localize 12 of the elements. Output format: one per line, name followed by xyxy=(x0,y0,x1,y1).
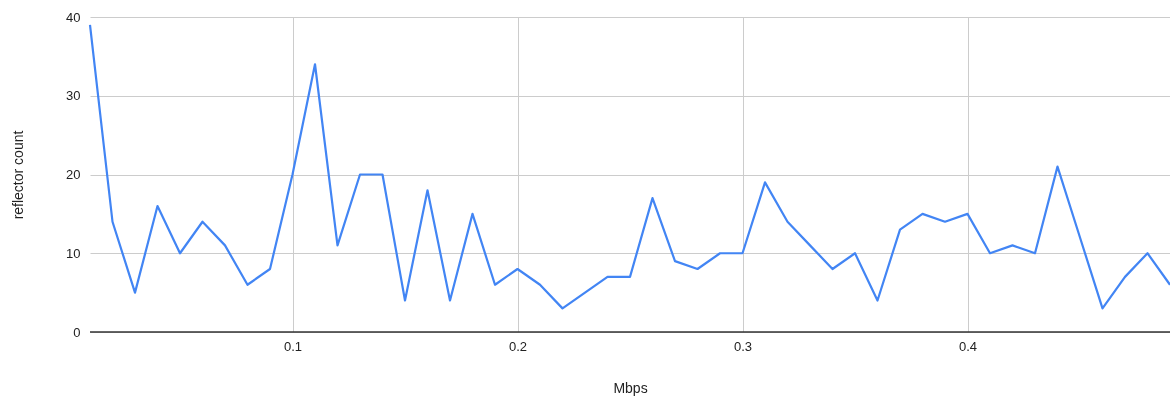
y-tick-label: 0 xyxy=(73,324,81,340)
y-tick-label: 30 xyxy=(66,88,81,104)
x-tick-label: 0.2 xyxy=(508,338,528,354)
x-tick-label: 0.4 xyxy=(958,338,978,354)
y-tick-label: 40 xyxy=(66,9,81,25)
x-tick-label: 0.1 xyxy=(283,338,303,354)
y-tick-label: 20 xyxy=(66,167,81,182)
x-tick-label: 0.3 xyxy=(733,338,753,354)
x-axis-title: Mbps xyxy=(613,379,648,396)
line-series xyxy=(88,23,1170,310)
y-axis-title: reflector count xyxy=(10,130,27,220)
y-tick-label: 10 xyxy=(66,245,81,261)
